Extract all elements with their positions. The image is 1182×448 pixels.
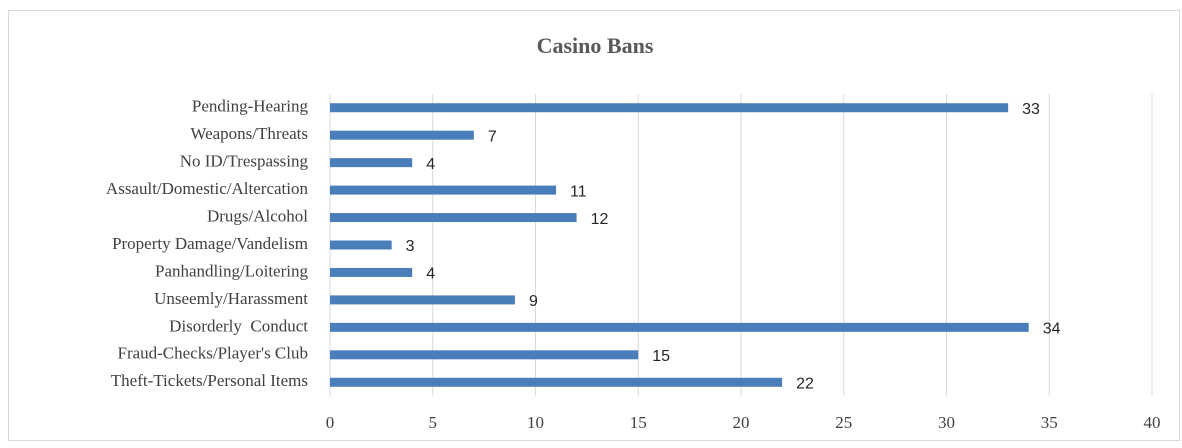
x-tick-label: 15: [630, 413, 647, 432]
bar: [330, 377, 783, 387]
data-label: 3: [406, 238, 415, 255]
x-tick-label: 20: [733, 413, 750, 432]
x-tick-label: 10: [527, 413, 544, 432]
x-tick-label: 30: [938, 413, 955, 432]
chart-border: [8, 10, 1180, 441]
data-label: 33: [1022, 101, 1040, 118]
y-tick-label: Assault/Domestic/Altercation: [106, 179, 309, 198]
data-label: 22: [796, 375, 814, 392]
x-tick-label: 25: [835, 413, 852, 432]
data-label: 12: [591, 211, 609, 228]
bar: [330, 103, 1009, 113]
data-label: 4: [426, 266, 435, 283]
x-tick-label: 35: [1041, 413, 1058, 432]
data-label: 15: [652, 348, 670, 365]
data-label: 11: [570, 183, 587, 200]
y-tick-label: Theft-Tickets/Personal Items: [111, 371, 308, 390]
bar: [330, 322, 1029, 332]
y-tick-label: No ID/Trespassing: [180, 152, 309, 171]
chart-title: Casino Bans: [537, 33, 654, 58]
y-tick-label: Drugs/Alcohol: [207, 206, 308, 225]
data-label: 9: [529, 293, 538, 310]
bar: [330, 295, 515, 305]
data-label: 34: [1043, 321, 1061, 338]
bar: [330, 130, 474, 140]
bar: [330, 185, 557, 195]
bar: [330, 213, 577, 223]
bar: [330, 158, 413, 168]
bar: [330, 240, 392, 250]
bar: [330, 267, 413, 277]
data-label: 4: [426, 156, 435, 173]
y-tick-label: Pending-Hearing: [192, 97, 309, 116]
y-tick-label: Disorderly Conduct: [169, 316, 308, 335]
y-tick-label: Weapons/Threats: [190, 124, 308, 143]
bar: [330, 350, 639, 360]
x-tick-label: 40: [1144, 413, 1161, 432]
y-tick-label: Panhandling/Loitering: [155, 261, 308, 280]
x-tick-label: 5: [429, 413, 438, 432]
y-tick-label: Property Damage/Vandelism: [112, 234, 308, 253]
x-tick-label: 0: [326, 413, 335, 432]
data-label: 7: [488, 128, 497, 145]
y-tick-label: Unseemly/Harassment: [154, 289, 308, 308]
y-tick-label: Fraud-Checks/Player's Club: [117, 344, 308, 363]
